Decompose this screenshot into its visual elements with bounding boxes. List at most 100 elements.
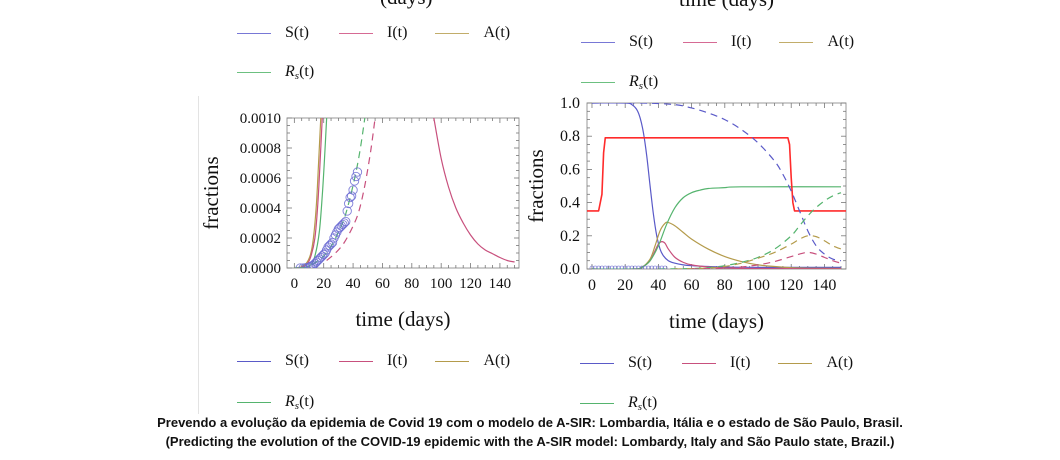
legend-item-i: I(t) (682, 354, 750, 372)
legend-top-left-row1: S(t) I(t) A(t) (237, 24, 534, 42)
series-data (295, 167, 363, 268)
legend-swatch-a (778, 362, 813, 364)
series-control (587, 137, 846, 212)
data-point (616, 265, 621, 269)
legend-item-a: A(t) (435, 24, 510, 42)
x-tick-label: 60 (375, 276, 390, 292)
legend-swatch-rs (580, 403, 614, 404)
x-tick-label: 140 (489, 276, 512, 292)
legend-swatch-s (581, 41, 615, 43)
legend-item-i: I(t) (339, 352, 407, 370)
y-axis-label: fractions (199, 156, 223, 229)
y-tick-label: 0.6 (560, 161, 580, 178)
legend-top-left-row2: Rs(t) (237, 63, 338, 82)
series-a-t-projection (674, 235, 842, 269)
data-point (339, 218, 349, 228)
data-point (341, 216, 351, 227)
data-point (352, 167, 363, 177)
data-point (346, 191, 357, 201)
data-point (596, 265, 602, 269)
data-point (639, 265, 645, 269)
data-point (295, 263, 305, 268)
series-a-t (591, 221, 842, 269)
x-tick-label: 140 (812, 277, 836, 294)
x-tick-label: 20 (316, 276, 331, 292)
legend-swatch-a (779, 41, 814, 43)
series-rs-t-projection (311, 118, 366, 266)
legend-label-rs: Rs(t) (629, 73, 659, 92)
y-tick-label: 0.0 (560, 261, 580, 278)
legend-bottom-right-row1: S(t) I(t) A(t) (580, 354, 877, 372)
legend-bottom-left-row2: Rs(t) (237, 393, 338, 412)
data-point (602, 265, 608, 269)
legend-label-a: A(t) (826, 354, 854, 371)
chart-full-epidemic: 0 20 40 60 80 100 120 140 0.0 0.2 0.4 0.6 0.8 1.0 time… (524, 95, 847, 333)
data-point (348, 185, 358, 195)
data-point (662, 265, 668, 269)
plot-area (294, 118, 515, 268)
data-point (626, 265, 631, 269)
legend-top-right-row1: S(t) I(t) A(t) (581, 33, 878, 51)
legend-swatch-rs (237, 402, 271, 403)
legend-item-rs: Rs(t) (580, 394, 657, 413)
series-s-t (591, 103, 842, 268)
data-point (612, 265, 618, 269)
data-point (338, 219, 348, 230)
plot-area (587, 103, 846, 269)
legend-label-i: I(t) (731, 33, 752, 50)
legend-swatch-rs (237, 72, 271, 73)
x-axis-label: time (days) (669, 309, 764, 333)
y-tick-label: 0.4 (560, 195, 580, 212)
series-rs-t (591, 186, 842, 269)
series-i-t-projection (326, 118, 376, 261)
legend-item-a: A(t) (778, 354, 853, 372)
series-i-t (294, 118, 323, 268)
legend-label-a: A(t) (827, 33, 855, 50)
data-point (655, 265, 661, 269)
series-i-t (591, 240, 842, 269)
series-data (589, 265, 668, 269)
legend-label-s: S(t) (629, 33, 653, 50)
panel-divider (198, 96, 199, 414)
series-rs-t (294, 118, 328, 268)
x-tick-label: 100 (746, 277, 770, 294)
legend-top-right-row2: Rs(t) (581, 73, 682, 92)
y-tick-label: 0.0002 (240, 231, 281, 247)
legend-swatch-i (339, 360, 373, 362)
x-axis-label: time (days) (355, 307, 450, 331)
series-i-t-projection (691, 251, 842, 269)
legend-label-s: S(t) (285, 24, 309, 41)
x-tick-label: 0 (291, 276, 299, 292)
legend-swatch-s (237, 360, 271, 362)
legend-bottom-right-row2: Rs(t) (580, 394, 681, 413)
legend-item-a: A(t) (779, 33, 854, 51)
legend-label-rs: Rs(t) (285, 63, 315, 82)
legend-item-s: S(t) (237, 24, 309, 42)
data-point (592, 265, 598, 269)
data-point (659, 265, 665, 269)
legend-label-a: A(t) (483, 352, 511, 369)
data-point (619, 265, 625, 269)
x-tick-label: 100 (430, 276, 453, 292)
data-point (298, 263, 308, 268)
legend-swatch-a (435, 32, 470, 34)
legend-swatch-i (682, 362, 716, 364)
top-cut-text-right: time (days) (679, 0, 774, 12)
y-tick-label: 0.0010 (240, 111, 281, 127)
x-tick-label: 80 (404, 276, 419, 292)
legend-item-rs: Rs(t) (237, 63, 314, 82)
caption-portuguese: Prevendo a evolução da epidemia de Covid… (157, 415, 903, 430)
data-point (317, 251, 327, 261)
data-point (629, 265, 635, 269)
legend-label-i: I(t) (387, 352, 408, 369)
data-point (636, 265, 641, 269)
legend-label-i: I(t) (730, 354, 751, 371)
legend-label-s: S(t) (628, 354, 652, 371)
legend-item-a: A(t) (435, 352, 510, 370)
caption-english: (Predicting the evolution of the COVID-1… (165, 434, 895, 449)
data-point (589, 265, 595, 269)
x-tick-label: 40 (650, 277, 666, 294)
x-tick-label: 80 (717, 277, 733, 294)
legend-item-i: I(t) (683, 33, 751, 51)
